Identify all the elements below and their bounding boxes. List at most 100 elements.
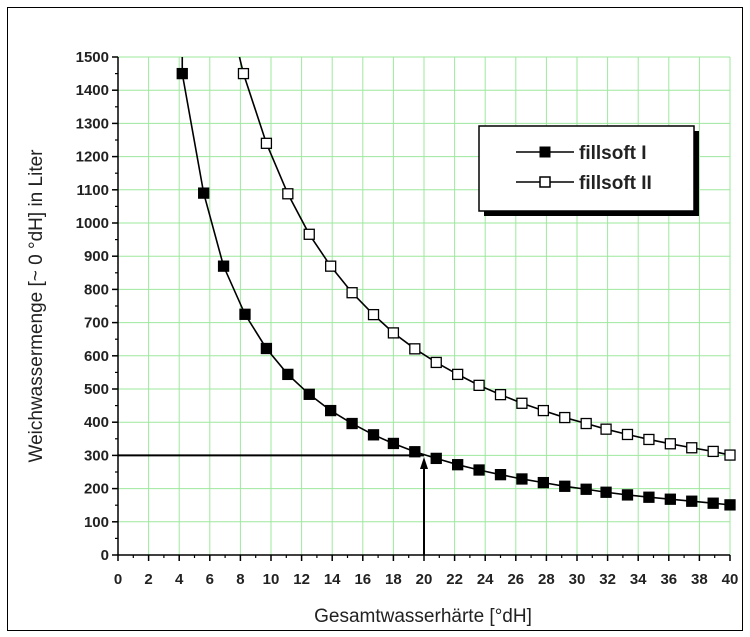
series bbox=[176, 56, 736, 511]
data-point bbox=[559, 411, 571, 424]
data-point bbox=[559, 480, 571, 492]
data-point bbox=[643, 491, 655, 503]
data-point bbox=[580, 417, 592, 430]
data-point bbox=[303, 228, 315, 240]
data-point bbox=[282, 368, 294, 381]
data-point bbox=[198, 187, 210, 199]
data-point bbox=[643, 433, 655, 446]
arrow-head bbox=[420, 457, 428, 470]
legend: fillsoft I fillsoft II bbox=[478, 125, 699, 216]
x-tick-label: 36 bbox=[660, 571, 677, 588]
y-tick-label: 1200 bbox=[76, 149, 109, 166]
x-tick-label: 4 bbox=[175, 571, 184, 588]
data-point bbox=[516, 397, 528, 409]
data-point bbox=[346, 287, 358, 299]
y-tick-label: 0 bbox=[101, 547, 109, 564]
x-tick-label: 40 bbox=[722, 571, 739, 588]
y-tick-label: 100 bbox=[84, 514, 109, 531]
data-point bbox=[282, 188, 294, 200]
data-point bbox=[724, 449, 736, 461]
x-tick-label: 34 bbox=[630, 571, 647, 588]
x-tick-label: 38 bbox=[691, 571, 708, 588]
legend-marker-fillsoft-1 bbox=[539, 146, 551, 158]
data-point bbox=[367, 308, 380, 321]
tick-labels: 0 2 4 6 8 10 12 14 16 18 20 22 24 26 28 30 32 34 36 38 40010… bbox=[76, 49, 739, 588]
x-tick-label: 6 bbox=[206, 571, 214, 588]
data-point bbox=[239, 308, 251, 320]
data-point bbox=[621, 428, 634, 441]
legend-label-fillsoft-2: fillsoft II bbox=[579, 173, 652, 194]
data-point bbox=[325, 404, 337, 417]
y-tick-label: 1300 bbox=[76, 115, 109, 132]
data-point bbox=[724, 499, 736, 511]
x-tick-label: 0 bbox=[114, 571, 122, 588]
x-tick-label: 16 bbox=[354, 571, 371, 588]
data-point bbox=[430, 356, 442, 369]
data-point bbox=[452, 368, 464, 381]
annotations bbox=[118, 454, 428, 555]
data-point bbox=[473, 379, 485, 391]
data-point bbox=[325, 260, 337, 272]
legend-marker-fillsoft-2 bbox=[539, 176, 551, 188]
data-point bbox=[494, 388, 507, 401]
data-point bbox=[452, 459, 464, 471]
series-2 bbox=[237, 56, 736, 461]
data-point bbox=[664, 493, 676, 505]
y-tick-label: 200 bbox=[84, 481, 109, 498]
data-point bbox=[707, 497, 719, 509]
x-tick-label: 10 bbox=[263, 571, 280, 588]
data-point bbox=[600, 423, 612, 435]
data-point bbox=[537, 404, 549, 417]
data-point bbox=[409, 446, 421, 458]
y-tick-label: 700 bbox=[84, 315, 109, 332]
x-tick-label: 24 bbox=[477, 571, 494, 588]
data-point bbox=[686, 442, 698, 454]
data-point bbox=[430, 452, 442, 465]
y-tick-label: 1000 bbox=[76, 215, 109, 232]
data-point bbox=[176, 67, 188, 80]
x-axis-title: Gesamtwasserhärte [°dH] bbox=[314, 606, 532, 627]
data-point bbox=[387, 327, 400, 339]
y-tick-label: 400 bbox=[84, 414, 109, 431]
y-axis-title: Weichwassermenge [~ 0 °dH] in Liter bbox=[26, 149, 47, 463]
y-tick-label: 800 bbox=[84, 281, 109, 298]
x-tick-label: 14 bbox=[324, 571, 341, 588]
y-tick-label: 1100 bbox=[76, 182, 109, 199]
x-tick-label: 32 bbox=[599, 571, 616, 588]
data-point bbox=[580, 483, 592, 495]
data-point bbox=[260, 137, 273, 149]
legend-label-fillsoft-1: fillsoft I bbox=[579, 143, 647, 164]
data-point bbox=[409, 343, 421, 355]
data-point bbox=[260, 342, 273, 355]
x-tick-label: 12 bbox=[293, 571, 310, 588]
data-point bbox=[494, 469, 507, 481]
x-tick-label: 26 bbox=[507, 571, 524, 588]
data-point bbox=[303, 388, 315, 400]
x-tick-label: 8 bbox=[236, 571, 244, 588]
data-point bbox=[473, 464, 485, 476]
y-tick-label: 600 bbox=[84, 348, 109, 365]
data-point bbox=[237, 67, 250, 80]
series-1 bbox=[176, 57, 736, 511]
series-line bbox=[181, 57, 731, 506]
data-point bbox=[600, 486, 612, 498]
y-tick-label: 500 bbox=[84, 381, 109, 398]
x-tick-label: 2 bbox=[144, 571, 152, 588]
y-tick-label: 1400 bbox=[76, 82, 109, 99]
x-tick-label: 22 bbox=[446, 571, 463, 588]
x-tick-label: 20 bbox=[416, 571, 433, 588]
data-point bbox=[537, 476, 549, 489]
chart-frame bbox=[7, 7, 743, 631]
data-point bbox=[707, 445, 719, 458]
data-point bbox=[686, 495, 698, 507]
y-tick-label: 300 bbox=[84, 447, 109, 464]
y-tick-label: 900 bbox=[84, 248, 109, 265]
legend-box bbox=[478, 125, 695, 212]
data-point bbox=[621, 489, 634, 501]
axes bbox=[112, 56, 731, 561]
data-point bbox=[346, 417, 358, 430]
x-tick-label: 28 bbox=[538, 571, 555, 588]
data-point bbox=[217, 260, 230, 272]
data-point bbox=[367, 429, 380, 441]
